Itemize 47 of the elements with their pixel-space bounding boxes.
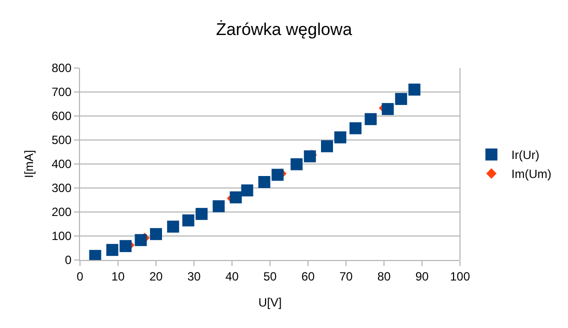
- point: [120, 240, 132, 252]
- point: [382, 103, 394, 116]
- point: [258, 176, 270, 188]
- y-tick-label: 0: [64, 253, 72, 268]
- point: [364, 113, 377, 126]
- chart-title: Żarówka węglowa: [216, 20, 353, 39]
- point: [395, 92, 408, 105]
- x-tick-label: 40: [225, 269, 239, 284]
- y-tick-label: 600: [52, 109, 72, 124]
- x-tick-label: 50: [263, 269, 277, 284]
- x-tick-label: 30: [187, 269, 201, 284]
- point: [350, 122, 362, 134]
- point: [290, 158, 303, 170]
- point: [182, 214, 194, 226]
- x-tick-label: 80: [377, 269, 391, 284]
- point: [167, 220, 180, 233]
- x-tick-label: 60: [301, 269, 315, 284]
- point: [134, 234, 147, 246]
- point: [196, 208, 208, 220]
- point: [304, 150, 316, 162]
- legend-label: Ir(Ur): [511, 148, 540, 162]
- point: [212, 200, 225, 212]
- y-tick-label: 800: [52, 61, 72, 76]
- point: [321, 140, 333, 152]
- x-tick-label: 100: [450, 269, 470, 284]
- y-tick-label: 700: [52, 85, 72, 100]
- point: [241, 184, 254, 196]
- x-tick-label: 70: [339, 269, 353, 284]
- y-tick-label: 500: [52, 133, 72, 148]
- legend-label: Im(Um): [511, 167, 552, 182]
- point: [334, 131, 346, 144]
- y-tick-label: 300: [52, 181, 72, 196]
- x-axis-title: U[V]: [258, 295, 282, 310]
- point: [106, 244, 118, 256]
- point: [272, 168, 284, 181]
- y-tick-label: 200: [52, 205, 72, 220]
- x-tick-label: 20: [149, 269, 163, 284]
- point: [230, 191, 242, 204]
- y-tick-label: 100: [52, 229, 72, 244]
- point: [89, 250, 102, 260]
- y-axis-title: I[mA]: [22, 150, 36, 178]
- x-tick-label: 90: [415, 269, 429, 284]
- x-tick-label: 10: [111, 269, 125, 284]
- point: [408, 84, 420, 96]
- point: [150, 228, 162, 240]
- x-tick-label: 0: [76, 269, 84, 284]
- y-tick-label: 400: [52, 157, 72, 172]
